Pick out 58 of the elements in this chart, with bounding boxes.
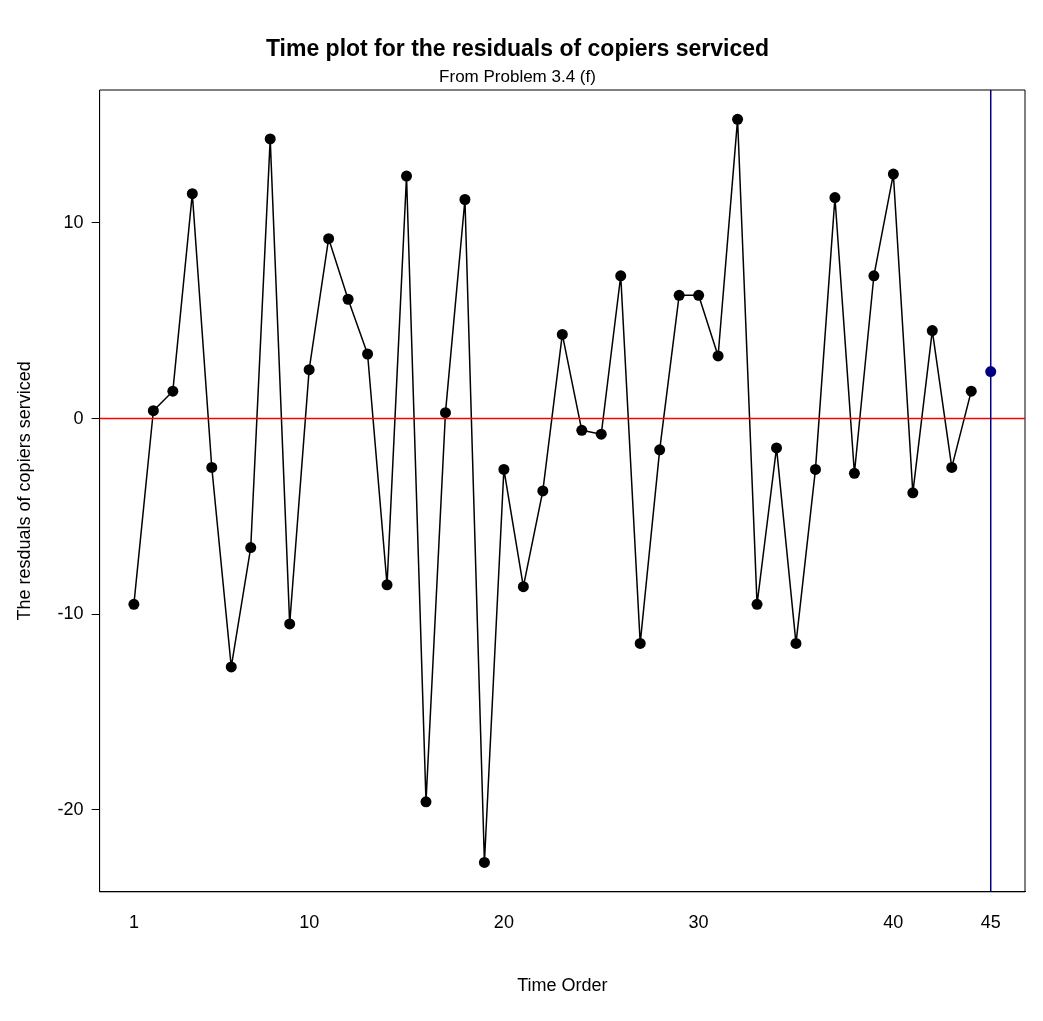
point — [186, 188, 198, 200]
point — [809, 463, 821, 475]
y-axis-title: The resduals of copiers serviced — [13, 361, 34, 621]
point — [946, 461, 958, 473]
point — [693, 289, 705, 301]
point — [771, 442, 783, 454]
point — [381, 579, 393, 591]
point — [615, 270, 627, 282]
x-tick-label: 30 — [688, 911, 709, 932]
chart-title: Time plot for the residuals of copiers serviced — [265, 35, 770, 62]
point — [342, 293, 354, 305]
point — [556, 328, 568, 340]
point — [634, 637, 646, 649]
chart-subtitle: From Problem 3.4 (f) — [439, 67, 596, 87]
point — [478, 856, 490, 868]
point — [537, 485, 549, 497]
point — [147, 405, 159, 417]
point — [439, 407, 451, 419]
point — [965, 385, 977, 397]
point — [751, 598, 763, 610]
y-tick-label: -10 — [57, 603, 84, 624]
point — [887, 168, 899, 180]
point — [323, 233, 335, 245]
y-tick-label: 10 — [63, 211, 84, 232]
point — [459, 194, 471, 206]
point — [654, 444, 666, 456]
point — [576, 424, 588, 436]
point — [420, 796, 432, 808]
y-tick-label: -20 — [57, 798, 84, 819]
point — [264, 133, 276, 145]
point — [362, 348, 374, 360]
point — [712, 350, 724, 362]
point — [790, 637, 802, 649]
x-tick-label: 20 — [493, 911, 514, 932]
y-tick-label: 0 — [73, 407, 84, 428]
x-tick-label: 40 — [883, 911, 904, 932]
point — [926, 325, 938, 337]
point — [284, 618, 296, 630]
point — [303, 364, 315, 376]
point — [732, 113, 744, 125]
point — [673, 289, 685, 301]
point — [848, 467, 860, 479]
point — [128, 598, 140, 610]
point — [829, 192, 841, 204]
point — [595, 428, 607, 440]
x-axis-title: Time Order — [517, 975, 608, 996]
point — [225, 661, 237, 673]
point — [401, 170, 413, 182]
x-tick-label: 45 — [980, 911, 1001, 932]
point — [167, 385, 179, 397]
point — [245, 542, 257, 554]
x-tick-label: 1 — [128, 911, 139, 932]
point — [907, 487, 919, 499]
point — [517, 581, 529, 593]
point — [868, 270, 880, 282]
point — [206, 461, 218, 473]
point — [498, 463, 510, 475]
x-tick-label: 10 — [299, 911, 320, 932]
